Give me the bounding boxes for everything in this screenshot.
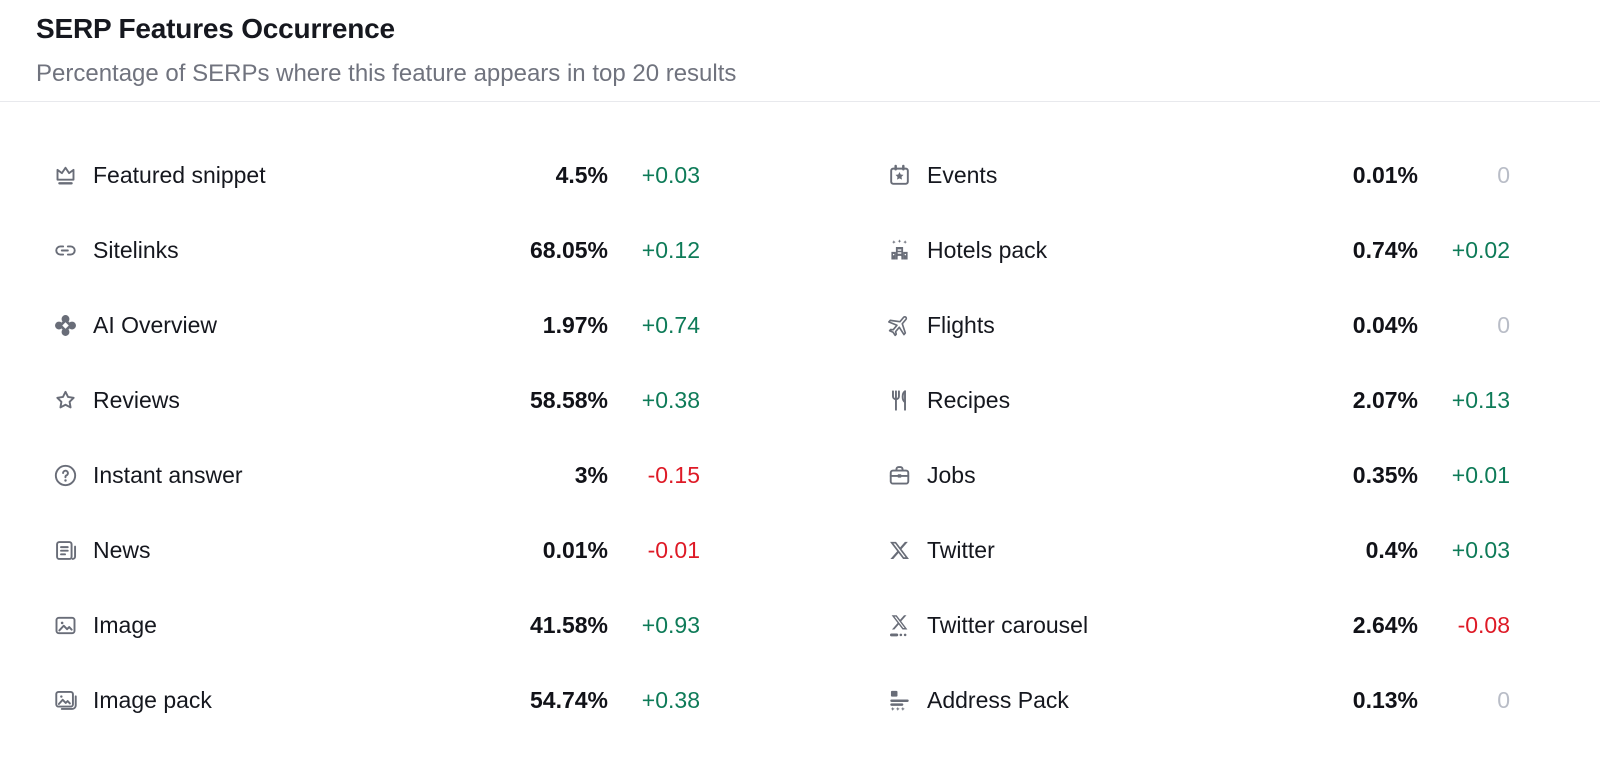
serp-features-panel: SERP Features Occurrence Percentage of S… xyxy=(0,14,1600,777)
feature-label: Image pack xyxy=(93,687,212,713)
question-circle-icon xyxy=(52,462,79,489)
feature-value: 0.04% xyxy=(1352,312,1418,338)
feature-value: 2.64% xyxy=(1352,612,1418,638)
feature-value: 0.13% xyxy=(1352,687,1418,713)
feature-change: +0.03 xyxy=(1451,537,1510,563)
feature-label: Jobs xyxy=(927,462,976,488)
feature-value: 0.35% xyxy=(1352,462,1418,488)
feature-row: Jobs 0.35% +0.01 xyxy=(886,438,1510,513)
events-calendar-icon xyxy=(886,162,913,189)
image-icon xyxy=(52,612,79,639)
feature-change: +0.01 xyxy=(1451,462,1510,488)
feature-row: Reviews 58.58% +0.38 xyxy=(52,363,700,438)
feature-change: -0.08 xyxy=(1457,612,1510,638)
star-icon xyxy=(52,387,79,414)
feature-row: Sitelinks 68.05% +0.12 xyxy=(52,213,700,288)
feature-row: Image pack 54.74% +0.38 xyxy=(52,663,700,738)
panel-header: SERP Features Occurrence Percentage of S… xyxy=(0,14,1600,102)
feature-value: 1.97% xyxy=(542,312,608,338)
feature-value: 4.5% xyxy=(555,162,608,188)
feature-label: Reviews xyxy=(93,387,180,413)
crown-icon xyxy=(52,162,79,189)
feature-label: Instant answer xyxy=(93,462,243,488)
feature-label: News xyxy=(93,537,151,563)
feature-row: Twitter carousel 2.64% -0.08 xyxy=(886,588,1510,663)
ai-overview-icon xyxy=(52,312,79,339)
jobs-icon xyxy=(886,462,913,489)
features-column-right: Events 0.01% 0 Hotels pack 0.74% +0.02 Flights… xyxy=(886,138,1510,738)
feature-row: Address Pack 0.13% 0 xyxy=(886,663,1510,738)
recipes-icon xyxy=(886,387,913,414)
feature-row: Instant answer 3% -0.15 xyxy=(52,438,700,513)
feature-row: Featured snippet 4.5% +0.03 xyxy=(52,138,700,213)
feature-value: 0.01% xyxy=(542,537,608,563)
feature-change: +0.38 xyxy=(641,387,700,413)
feature-row: Twitter 0.4% +0.03 xyxy=(886,513,1510,588)
feature-label: Twitter carousel xyxy=(927,612,1089,638)
news-icon xyxy=(52,537,79,564)
feature-value: 2.07% xyxy=(1352,387,1418,413)
feature-change: +0.74 xyxy=(641,312,700,338)
feature-row: Flights 0.04% 0 xyxy=(886,288,1510,363)
feature-value: 3% xyxy=(574,462,608,488)
feature-label: Flights xyxy=(927,312,995,338)
feature-label: Hotels pack xyxy=(927,237,1048,263)
feature-value: 41.58% xyxy=(529,612,608,638)
feature-row: Hotels pack 0.74% +0.02 xyxy=(886,213,1510,288)
feature-label: Sitelinks xyxy=(93,237,179,263)
image-pack-icon xyxy=(52,687,79,714)
twitter-icon xyxy=(886,537,913,564)
feature-change: 0 xyxy=(1497,312,1510,338)
feature-label: AI Overview xyxy=(93,312,217,338)
feature-label: Image xyxy=(93,612,157,638)
feature-value: 0.01% xyxy=(1352,162,1418,188)
feature-change: +0.12 xyxy=(641,237,700,263)
feature-label: Events xyxy=(927,162,998,188)
sitelinks-icon xyxy=(52,237,79,264)
feature-value: 0.4% xyxy=(1365,537,1418,563)
feature-value: 58.58% xyxy=(529,387,608,413)
feature-change: -0.15 xyxy=(647,462,700,488)
flights-icon xyxy=(886,312,913,339)
feature-label: Address Pack xyxy=(927,687,1069,713)
feature-change: +0.02 xyxy=(1451,237,1510,263)
feature-row: AI Overview 1.97% +0.74 xyxy=(52,288,700,363)
page-subtitle: Percentage of SERPs where this feature a… xyxy=(36,60,737,87)
features-grid: Featured snippet 4.5% +0.03 Sitelinks 68.05%… xyxy=(0,102,1600,738)
feature-row: Recipes 2.07% +0.13 xyxy=(886,363,1510,438)
feature-change: 0 xyxy=(1497,162,1510,188)
features-column-left: Featured snippet 4.5% +0.03 Sitelinks 68.05%… xyxy=(52,138,700,738)
feature-row: News 0.01% -0.01 xyxy=(52,513,700,588)
feature-change: +0.93 xyxy=(641,612,700,638)
feature-label: Recipes xyxy=(927,387,1011,413)
feature-row: Image 41.58% +0.93 xyxy=(52,588,700,663)
feature-value: 54.74% xyxy=(529,687,608,713)
feature-change: +0.13 xyxy=(1451,387,1510,413)
feature-change: +0.03 xyxy=(641,162,700,188)
feature-row: Events 0.01% 0 xyxy=(886,138,1510,213)
feature-value: 68.05% xyxy=(529,237,608,263)
page-title: SERP Features Occurrence xyxy=(36,13,395,44)
hotels-pack-icon xyxy=(886,237,913,264)
feature-label: Featured snippet xyxy=(93,162,266,188)
address-pack-icon xyxy=(886,687,913,714)
feature-change: 0 xyxy=(1497,687,1510,713)
feature-value: 0.74% xyxy=(1352,237,1418,263)
feature-label: Twitter xyxy=(927,537,995,563)
twitter-carousel-icon xyxy=(886,612,913,639)
feature-change: +0.38 xyxy=(641,687,700,713)
feature-change: -0.01 xyxy=(647,537,700,563)
